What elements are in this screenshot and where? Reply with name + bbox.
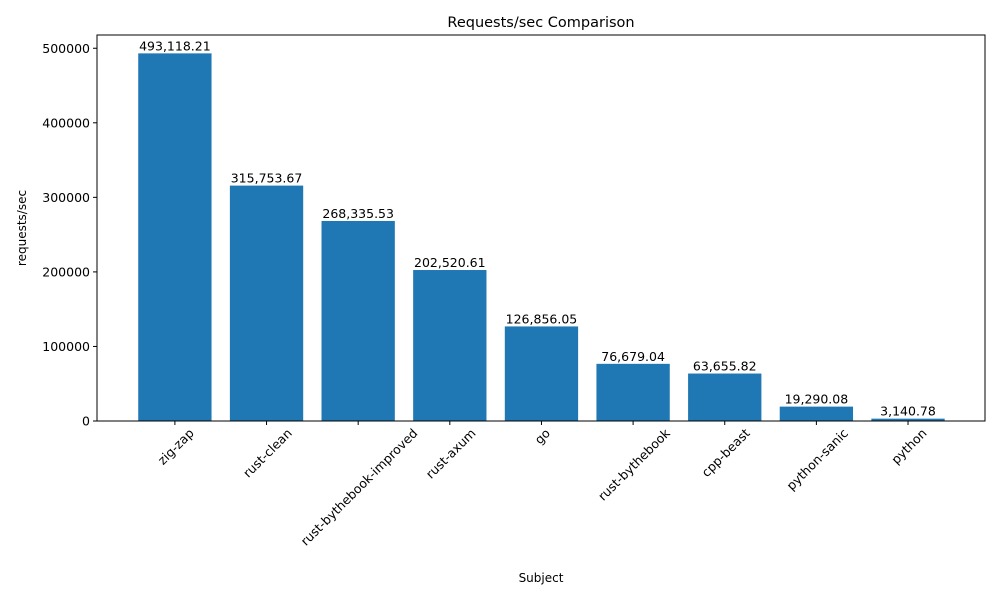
y-tick-label: 200000 [42, 264, 90, 279]
data-label: 19,290.08 [785, 392, 849, 407]
y-tick-label: 500000 [42, 41, 90, 56]
y-tick-label: 400000 [42, 115, 90, 130]
bar-zig-zap [138, 53, 212, 422]
bar-rust-bythebook-improved [321, 220, 395, 421]
bar-rust-bythebook [596, 363, 670, 421]
bar-python [871, 418, 945, 421]
x-axis-label: Subject [519, 571, 564, 585]
y-tick-label: 300000 [42, 190, 90, 205]
data-label: 126,856.05 [506, 311, 578, 326]
x-tick-label: python [888, 425, 930, 467]
x-tick-label: python-sanic [783, 425, 851, 493]
data-label: 315,753.67 [231, 171, 303, 186]
chart-title: Requests/sec Comparison [447, 15, 634, 31]
x-tick-label: cpp-beast [698, 425, 752, 479]
data-label: 202,520.61 [414, 255, 486, 270]
data-label: 76,679.04 [601, 349, 665, 364]
plot-frame [96, 34, 986, 422]
data-label: 268,335.53 [322, 206, 394, 221]
x-tick-label: rust-axum [423, 425, 479, 481]
data-label: 63,655.82 [693, 359, 757, 374]
y-axis-label: requests/sec [15, 190, 29, 266]
y-tick-label: 100000 [42, 339, 90, 354]
x-tick-label: zig-zap [155, 425, 197, 467]
bar-rust-clean [229, 185, 304, 421]
x-tick-label: rust-bythebook [595, 425, 674, 504]
data-label: 493,118.21 [139, 38, 211, 53]
x-tick-label: rust-clean [240, 425, 295, 480]
x-tick-label: rust-bythebook-improved [297, 425, 420, 548]
data-label: 3,140.78 [880, 404, 936, 419]
x-tick-label: go [531, 425, 553, 447]
bar-python-sanic [779, 406, 854, 421]
y-tick-label: 0 [82, 414, 90, 429]
bar-cpp-beast [688, 373, 762, 421]
bar-rust-axum [413, 270, 487, 421]
bar-go [504, 326, 579, 421]
